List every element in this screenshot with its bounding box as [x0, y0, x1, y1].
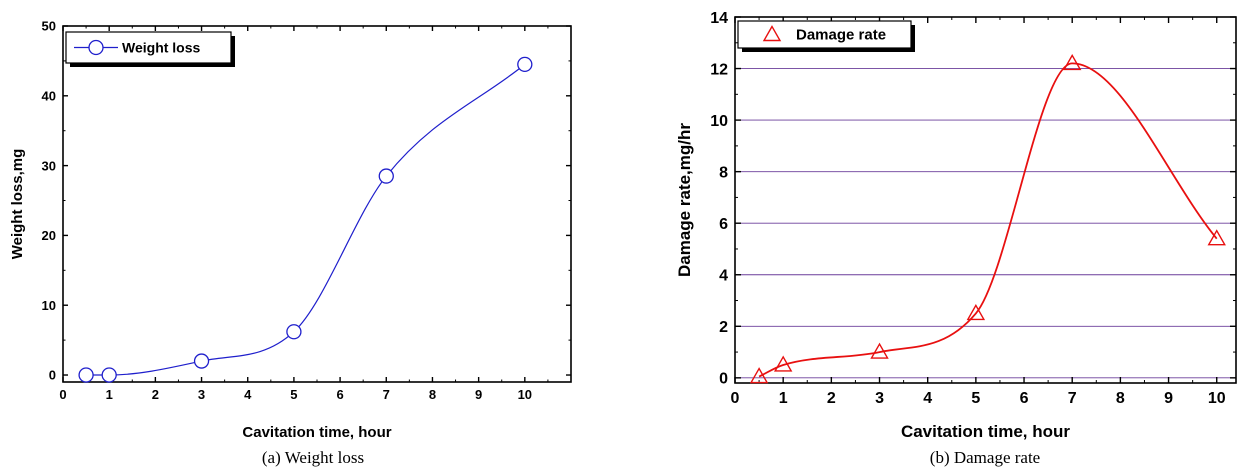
- y-axis-label: Damage rate,mg/hr: [675, 123, 694, 277]
- x-tick-label: 2: [152, 387, 159, 402]
- data-point: [749, 367, 769, 384]
- y-tick-label: 4: [719, 268, 728, 285]
- x-tick-label: 0: [731, 390, 740, 407]
- y-tick-label: 20: [42, 228, 56, 243]
- y-tick-label: 2: [719, 319, 728, 336]
- data-point: [378, 168, 394, 184]
- data-point: [193, 353, 210, 369]
- x-tick-label: 8: [1116, 390, 1125, 407]
- plot-frame: [62, 25, 572, 383]
- x-tick-label: 3: [875, 390, 884, 407]
- legend-marker: [88, 39, 104, 56]
- y-tick-label: 30: [42, 158, 56, 173]
- x-tick-label: 10: [518, 387, 532, 402]
- y-tick-label: 8: [719, 164, 728, 181]
- x-tick-label: 4: [923, 390, 932, 407]
- data-point: [101, 367, 117, 383]
- y-tick-label: 40: [42, 88, 56, 103]
- x-tick-label: 1: [779, 390, 788, 407]
- data-point: [870, 342, 889, 359]
- plot-frame: [734, 16, 1237, 384]
- y-tick-label: 0: [49, 368, 56, 383]
- x-axis-label: Cavitation time, hour: [901, 422, 1070, 441]
- y-tick-label: 14: [710, 10, 728, 27]
- x-tick-label: 5: [290, 387, 297, 402]
- x-tick-label: 5: [971, 390, 980, 407]
- x-tick-label: 7: [1068, 390, 1077, 407]
- x-tick-label: 1: [106, 387, 113, 402]
- y-tick-label: 50: [42, 19, 56, 34]
- y-tick-label: 10: [42, 298, 56, 313]
- legend-label: Damage rate: [796, 27, 886, 44]
- x-tick-label: 9: [475, 387, 482, 402]
- x-tick-label: 0: [59, 387, 66, 402]
- x-tick-label: 9: [1164, 390, 1173, 407]
- y-tick-label: 12: [710, 61, 728, 78]
- y-tick-label: 6: [719, 216, 728, 233]
- caption-weight-loss: (a) Weight loss: [261, 448, 365, 467]
- data-point: [517, 56, 533, 73]
- x-tick-label: 4: [244, 387, 252, 402]
- data-point: [1063, 53, 1082, 71]
- data-point: [78, 367, 94, 383]
- x-tick-label: 7: [383, 387, 390, 402]
- y-tick-label: 0: [719, 371, 728, 388]
- legend-label: Weight loss: [122, 40, 201, 56]
- data-point: [966, 303, 986, 321]
- x-tick-label: 6: [336, 387, 343, 402]
- x-axis-label: Cavitation time, hour: [242, 424, 391, 441]
- x-tick-label: 3: [198, 387, 205, 402]
- y-tick-label: 10: [710, 113, 728, 130]
- x-tick-label: 6: [1020, 390, 1029, 407]
- legend-marker: [762, 25, 782, 42]
- y-axis-label: Weight loss,mg: [9, 149, 26, 260]
- x-tick-label: 10: [1208, 390, 1226, 407]
- caption-damage-rate: (b) Damage rate: [929, 448, 1041, 467]
- data-point: [773, 355, 793, 372]
- x-tick-label: 2: [827, 390, 836, 407]
- chart-weight-loss: 0 1 2 3 4 5 6 7 8 9 10 0 10 20 30 40 50 Cavitation time, …: [9, 19, 572, 441]
- x-tick-label: 8: [429, 387, 436, 402]
- series-line: [86, 63, 526, 376]
- data-point: [286, 324, 302, 340]
- series-line: [758, 62, 1218, 378]
- data-point: [1207, 229, 1226, 246]
